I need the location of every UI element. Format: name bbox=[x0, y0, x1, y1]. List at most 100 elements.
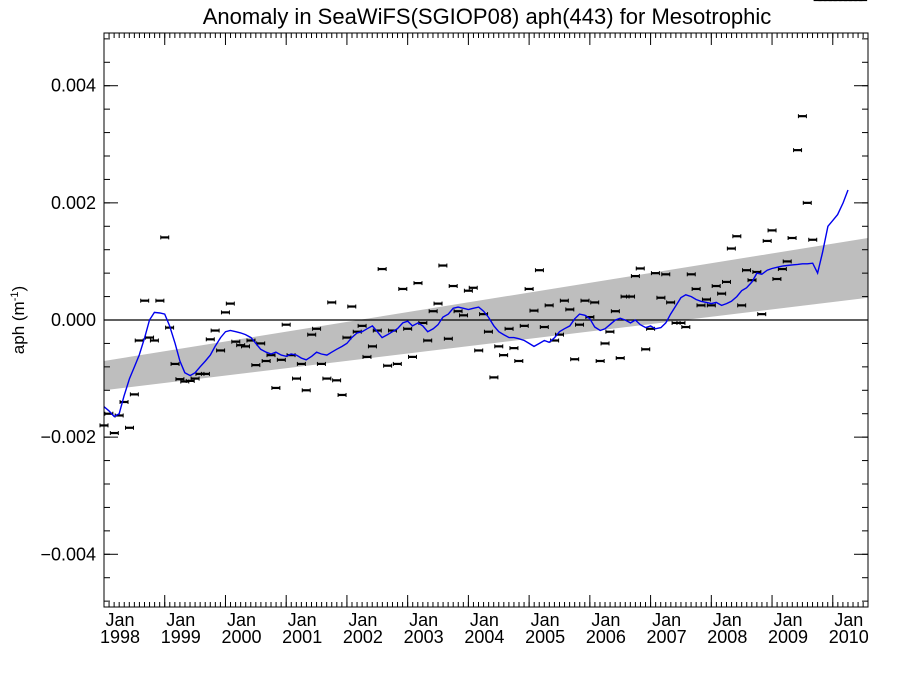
monthly-point bbox=[590, 300, 600, 305]
monthly-point bbox=[509, 346, 519, 351]
monthly-point bbox=[134, 338, 144, 343]
monthly-point bbox=[367, 344, 377, 349]
monthly-point bbox=[626, 294, 636, 299]
monthly-point bbox=[316, 361, 326, 366]
monthly-point bbox=[676, 320, 686, 325]
x-tick-label-month: Jan bbox=[531, 610, 560, 630]
monthly-point bbox=[170, 361, 180, 366]
x-tick-label-year: 2000 bbox=[221, 627, 261, 647]
y-axis-label-base: aph (m bbox=[9, 301, 28, 354]
monthly-point bbox=[463, 288, 473, 293]
x-tick-label-year: 2006 bbox=[586, 627, 626, 647]
monthly-point bbox=[332, 378, 342, 383]
x-tick-label-year: 1998 bbox=[100, 627, 140, 647]
monthly-point bbox=[301, 388, 311, 393]
x-tick-label-year: 2003 bbox=[404, 627, 444, 647]
monthly-point bbox=[149, 338, 159, 343]
x-tick-label-year: 2004 bbox=[464, 627, 504, 647]
y-tick-label: −0.002 bbox=[40, 427, 96, 447]
monthly-point bbox=[489, 375, 499, 380]
monthly-point bbox=[787, 236, 797, 240]
x-tick-label-month: Jan bbox=[409, 610, 438, 630]
monthly-point bbox=[443, 336, 453, 341]
monthly-point bbox=[210, 328, 220, 333]
monthly-point bbox=[205, 337, 215, 342]
x-tick-label-year: 2005 bbox=[525, 627, 565, 647]
monthly-point bbox=[752, 269, 762, 274]
x-tick-label-month: Jan bbox=[348, 610, 377, 630]
monthly-point bbox=[125, 425, 135, 430]
monthly-point bbox=[524, 286, 534, 291]
monthly-point bbox=[119, 400, 129, 404]
monthly-point bbox=[453, 309, 463, 314]
monthly-point bbox=[641, 347, 651, 352]
x-tick-label-month: Jan bbox=[166, 610, 195, 630]
monthly-point bbox=[691, 286, 701, 291]
monthly-point bbox=[757, 312, 767, 317]
monthly-point bbox=[696, 303, 706, 308]
y-tick-label: −0.004 bbox=[40, 544, 96, 564]
x-tick-label-month: Jan bbox=[288, 610, 317, 630]
monthly-point bbox=[701, 297, 711, 302]
monthly-point bbox=[231, 339, 241, 344]
monthly-point bbox=[357, 323, 367, 328]
monthly-point bbox=[307, 332, 317, 337]
monthly-point bbox=[362, 354, 372, 359]
x-tick-label-month: Jan bbox=[713, 610, 742, 630]
x-tick-label-month: Jan bbox=[834, 610, 863, 630]
y-tick-label: 0.000 bbox=[51, 310, 96, 330]
monthly-point bbox=[266, 353, 276, 358]
monthly-point bbox=[160, 235, 170, 240]
monthly-point bbox=[732, 234, 742, 239]
monthly-point bbox=[772, 277, 782, 281]
y-ticks-layer: −0.004 −0.002 0.000 0.002 0.004 bbox=[40, 38, 868, 602]
monthly-point bbox=[403, 326, 413, 331]
monthly-point bbox=[544, 303, 554, 308]
monthly-point bbox=[534, 268, 544, 273]
monthly-point bbox=[777, 267, 787, 272]
monthly-point bbox=[610, 309, 620, 314]
monthly-point bbox=[762, 238, 772, 243]
monthly-point bbox=[377, 267, 387, 272]
x-tick-label-year: 2009 bbox=[768, 627, 808, 647]
monthly-point bbox=[539, 325, 549, 330]
monthly-point bbox=[747, 278, 757, 283]
monthly-point bbox=[706, 303, 716, 308]
monthly-point bbox=[474, 348, 484, 353]
monthly-point bbox=[129, 392, 139, 397]
monthly-point bbox=[281, 322, 291, 327]
y-tick-label: 0.002 bbox=[51, 193, 96, 213]
smoothed-series-line bbox=[103, 189, 849, 418]
monthly-point bbox=[261, 359, 271, 363]
monthly-point bbox=[711, 284, 721, 289]
monthly-point bbox=[721, 279, 731, 284]
monthly-point bbox=[408, 354, 418, 359]
monthly-point bbox=[327, 300, 337, 305]
monthly-point bbox=[433, 301, 443, 306]
monthly-point bbox=[392, 361, 402, 366]
monthly-point bbox=[656, 295, 666, 300]
monthly-point bbox=[347, 304, 357, 309]
monthly-point bbox=[448, 284, 458, 289]
monthly-point bbox=[322, 376, 332, 381]
monthly-point bbox=[600, 341, 610, 346]
monthly-point bbox=[438, 263, 448, 268]
monthly-point bbox=[413, 281, 423, 286]
monthly-point bbox=[717, 291, 727, 296]
monthly-point bbox=[666, 300, 676, 305]
monthly-point bbox=[337, 392, 347, 397]
x-tick-label-year: 2010 bbox=[829, 627, 869, 647]
x-tick-label-year: 2008 bbox=[707, 627, 747, 647]
x-tick-label-month: Jan bbox=[774, 610, 803, 630]
y-axis-label-superscript: -1 bbox=[9, 291, 21, 301]
y-axis-label-close: ) bbox=[9, 286, 28, 292]
monthly-point bbox=[499, 353, 509, 358]
y-axis-label: aph (m-1) bbox=[9, 286, 28, 354]
monthly-point bbox=[312, 326, 322, 331]
monthly-point bbox=[145, 335, 155, 340]
monthly-point bbox=[559, 298, 569, 303]
monthly-point bbox=[595, 359, 605, 363]
chart-title: Anomaly in SeaWiFS(SGIOP08) aph(443) for… bbox=[203, 4, 772, 29]
